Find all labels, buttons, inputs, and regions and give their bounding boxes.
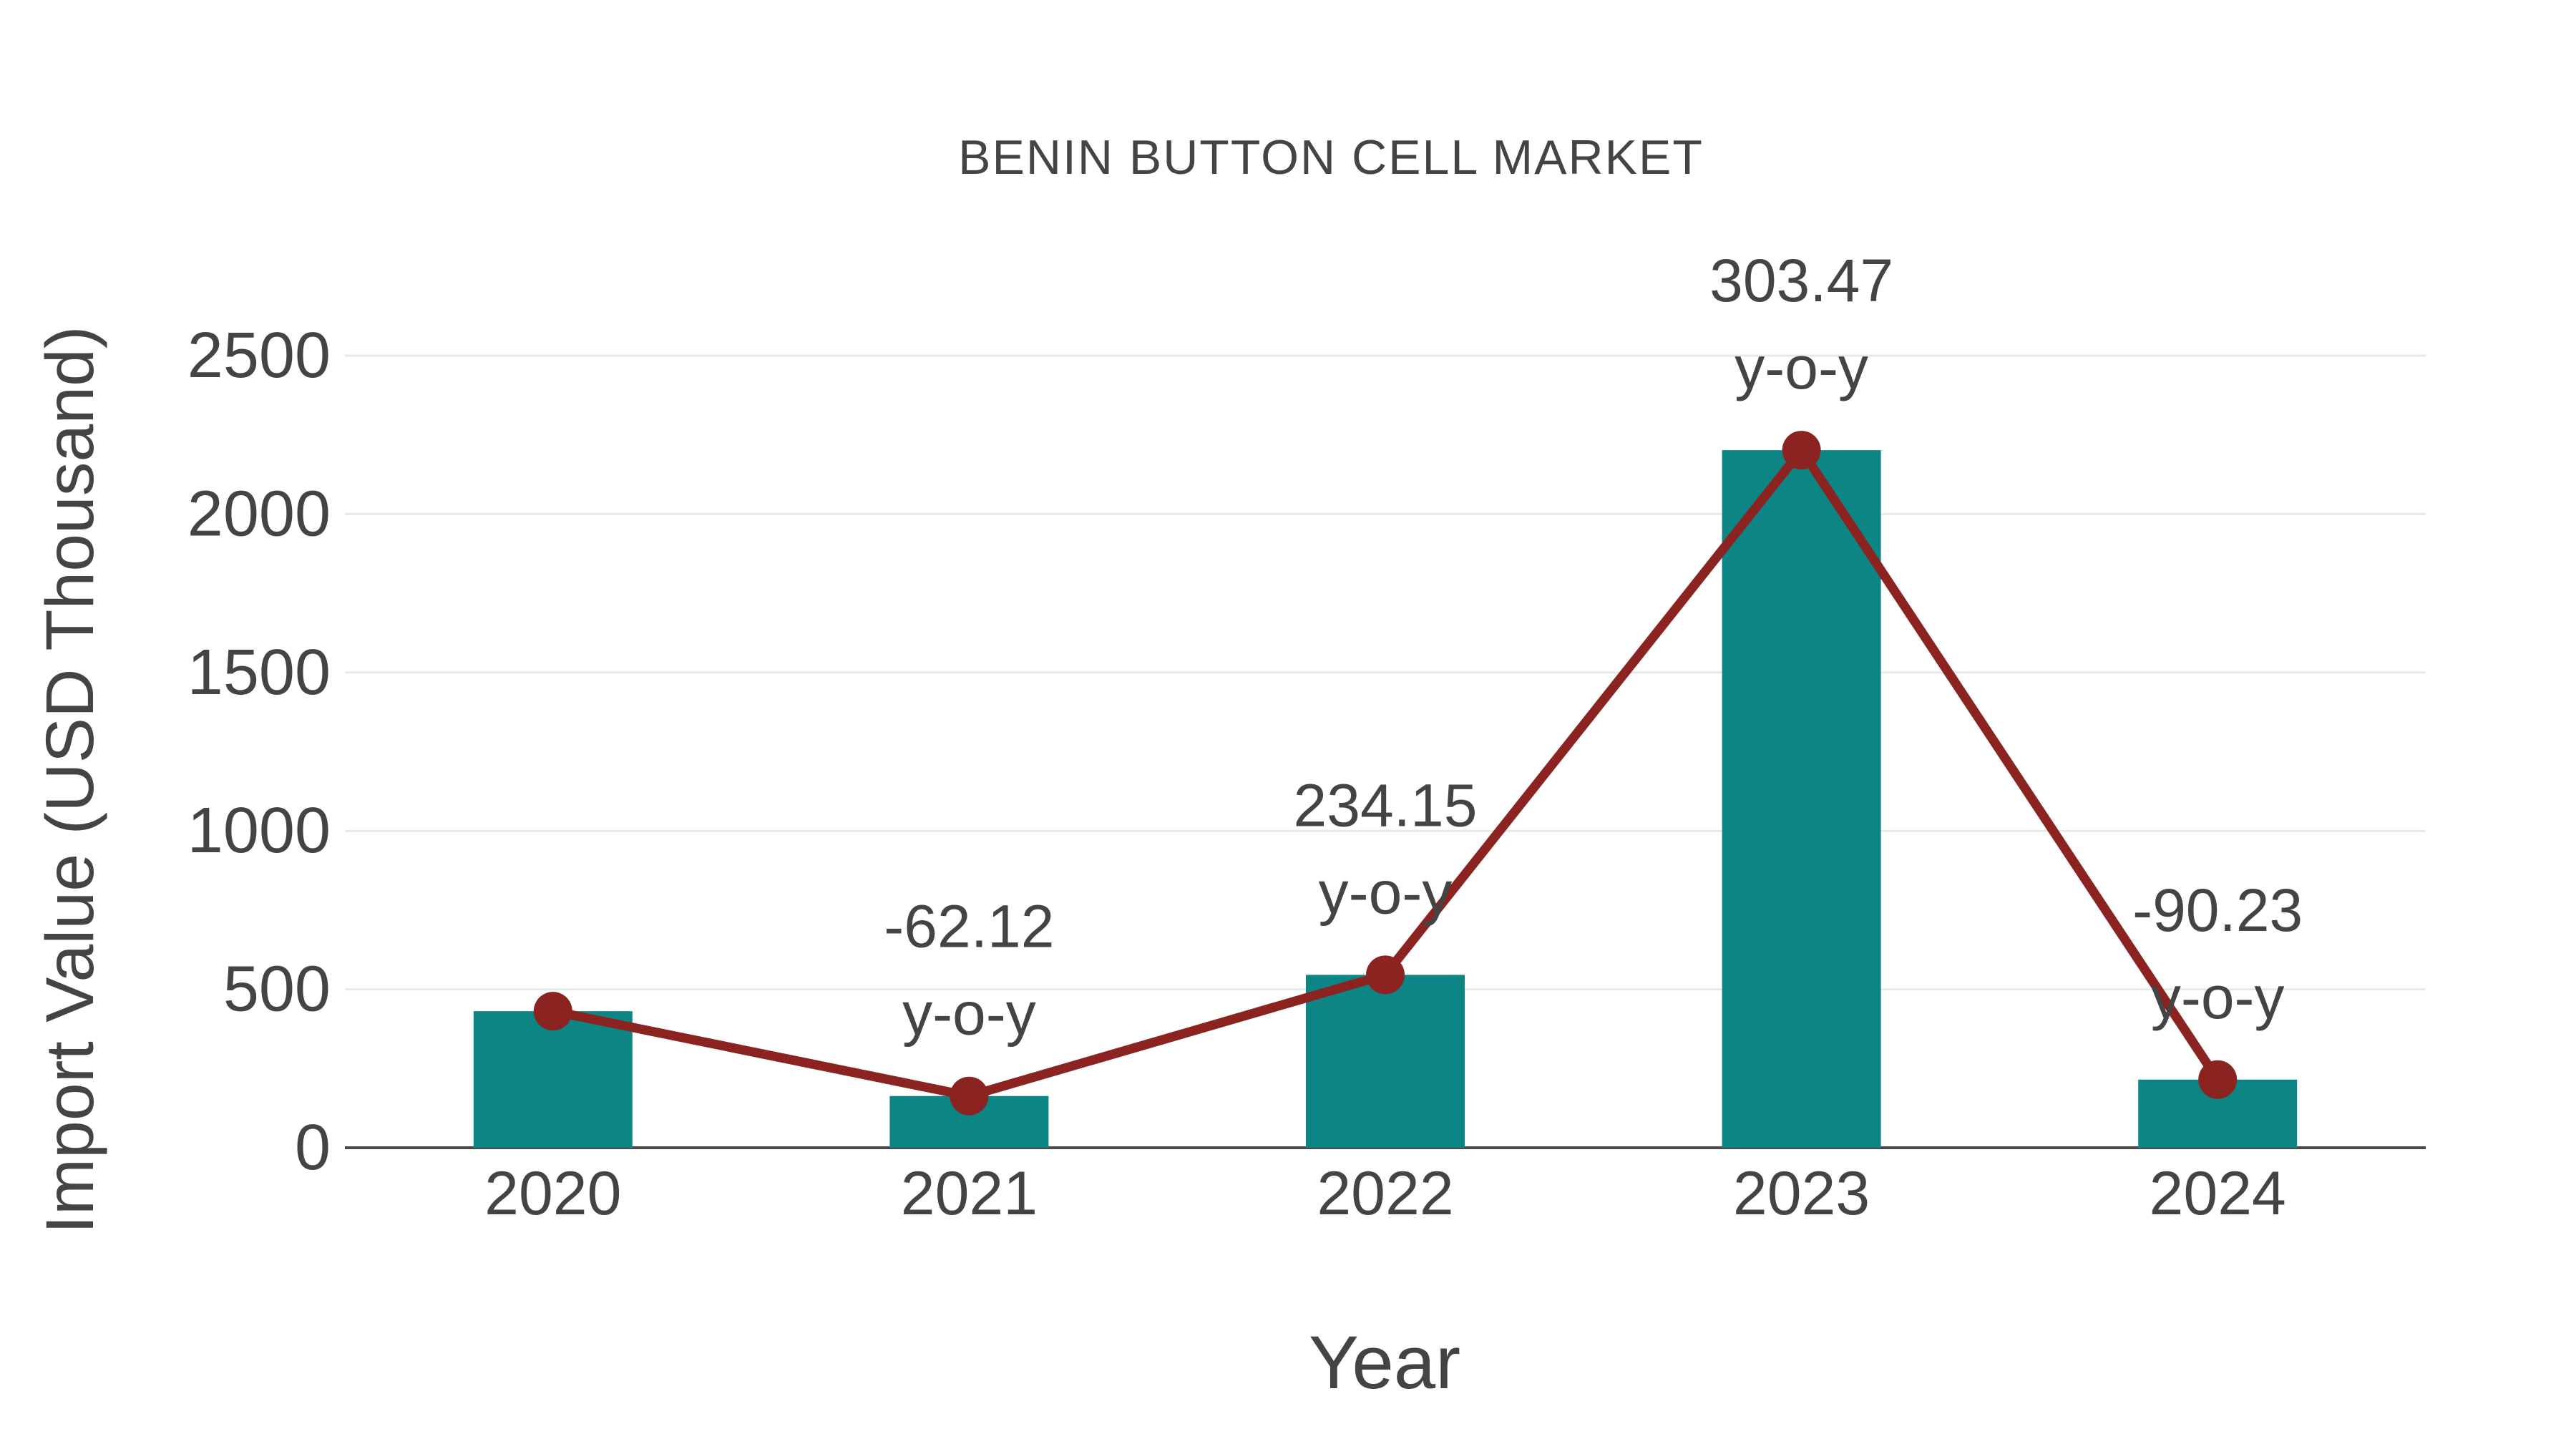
annotation-yoy-2024: y-o-y xyxy=(2151,964,2285,1031)
y-tick-0: 0 xyxy=(295,1112,331,1184)
bar-2022 xyxy=(1306,975,1465,1148)
y-tick-1000: 1000 xyxy=(187,795,331,867)
x-tick-2020: 2020 xyxy=(484,1159,621,1228)
y-axis-title: Import Value (USD Thousand) xyxy=(32,326,108,1234)
bar-2023 xyxy=(1722,450,1881,1148)
y-axis-tick-labels: 0 500 1000 1500 2000 2500 xyxy=(187,320,331,1184)
annotation-value-2022: 234.15 xyxy=(1294,771,1478,839)
x-tick-2023: 2023 xyxy=(1733,1159,1870,1228)
trend-marker-2021 xyxy=(950,1076,989,1116)
annotation-yoy-2022: y-o-y xyxy=(1319,859,1453,926)
bar-2020 xyxy=(473,1011,633,1148)
y-tick-1500: 1500 xyxy=(187,637,331,708)
y-tick-2500: 2500 xyxy=(187,320,331,391)
x-tick-2024: 2024 xyxy=(2150,1159,2286,1228)
trend-marker-2022 xyxy=(1366,955,1405,995)
annotation-value-2024: -90.23 xyxy=(2132,877,2303,944)
chart-title: BENIN BUTTON CELL MARKET xyxy=(958,130,1704,185)
y-tick-2000: 2000 xyxy=(187,478,331,550)
annotation-value-2021: -62.12 xyxy=(884,893,1054,960)
trend-marker-2024 xyxy=(2198,1060,2238,1099)
x-axis-title: Year xyxy=(1309,1321,1460,1405)
x-tick-2021: 2021 xyxy=(901,1159,1038,1228)
line-series xyxy=(533,431,2238,1116)
trend-marker-2020 xyxy=(533,992,572,1031)
bar-series xyxy=(473,450,2298,1148)
x-axis-tick-labels: 2020 2021 2022 2023 2024 xyxy=(484,1159,2286,1228)
annotation-yoy-2023: y-o-y xyxy=(1735,334,1868,401)
yoy-annotations: -62.12 y-o-y 234.15 y-o-y 303.47 y-o-y -90.23 y… xyxy=(884,247,2303,1048)
x-tick-2022: 2022 xyxy=(1317,1159,1453,1228)
trend-marker-2023 xyxy=(1782,431,1821,470)
y-tick-500: 500 xyxy=(223,954,331,1025)
annotation-yoy-2021: y-o-y xyxy=(902,980,1036,1048)
annotation-value-2023: 303.47 xyxy=(1709,247,1893,314)
